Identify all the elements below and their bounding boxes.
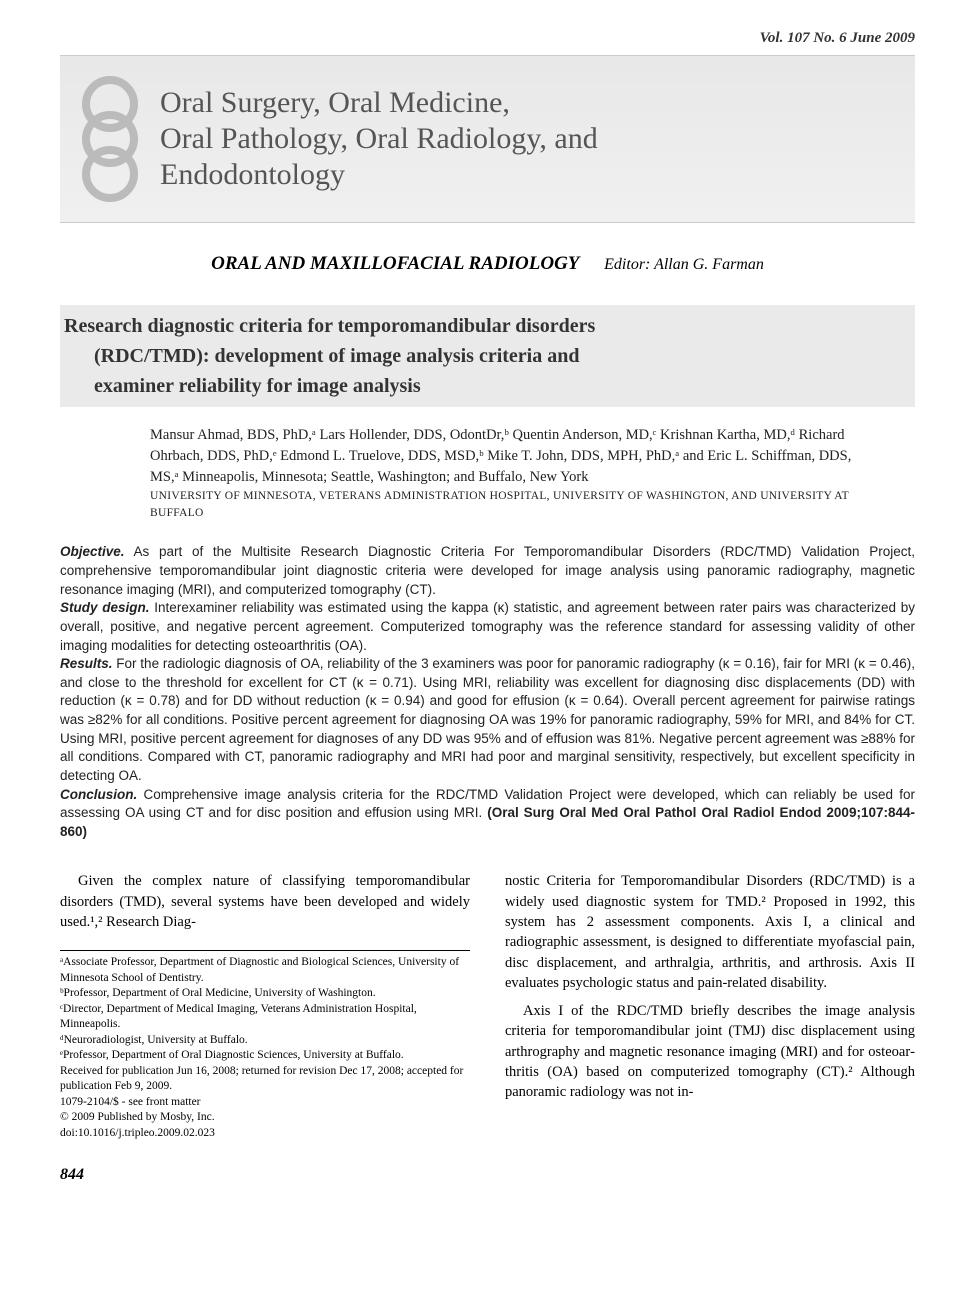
footnote-doi: doi:10.1016/j.tripleo.2009.02.023 xyxy=(60,1126,470,1142)
article-title: Research diagnostic criteria for temporo… xyxy=(60,305,915,407)
footnotes: ᵃAssociate Professor, Department of Diag… xyxy=(60,950,470,1141)
section-editor: Editor: Allan G. Farman xyxy=(604,256,764,273)
page-number: 844 xyxy=(60,1166,915,1184)
page-container: Vol. 107 No. 6 June 2009 Oral Surgery, O… xyxy=(0,0,975,1204)
journal-title-line2: Oral Pathology, Oral Radiology, and xyxy=(160,122,598,155)
footnote-issn: 1079-2104/$ - see front matter xyxy=(60,1095,470,1111)
objective-label: Objective. xyxy=(60,544,125,559)
journal-title-line1: Oral Surgery, Oral Medicine, xyxy=(160,86,510,119)
body-columns: Given the complex nature of classifying … xyxy=(60,871,915,1141)
abstract: Objective. As part of the Multisite Rese… xyxy=(60,543,915,841)
title-line1: Research diagnostic criteria for temporo… xyxy=(64,315,595,337)
left-column: Given the complex nature of classifying … xyxy=(60,871,470,1141)
conclusion-label: Conclusion. xyxy=(60,787,137,802)
results-text: For the radiologic diagnosis of OA, reli… xyxy=(60,656,915,783)
section-name: ORAL AND MAXILLOFACIAL RADIOLOGY xyxy=(211,253,579,274)
design-text: Interexaminer reliability was estimated … xyxy=(60,600,915,652)
affiliations-caps: UNIVERSITY OF MINNESOTA, VETERANS ADMINI… xyxy=(150,488,875,521)
body-right-p2: Axis I of the RDC/TMD briefly describes … xyxy=(505,1001,915,1102)
rings-logo xyxy=(70,74,160,204)
footnote-received: Received for publication Jun 16, 2008; r… xyxy=(60,1064,470,1095)
footnote-copyright: © 2009 Published by Mosby, Inc. xyxy=(60,1110,470,1126)
body-right-p1: nostic Criteria for Temporomandibular Di… xyxy=(505,871,915,993)
title-line2: (RDC/TMD): development of image analysis… xyxy=(64,341,905,371)
issue-line: Vol. 107 No. 6 June 2009 xyxy=(60,30,915,47)
footnote-d: ᵈNeuroradiologist, University at Buffalo… xyxy=(60,1033,470,1049)
footnote-e: ᵉProfessor, Department of Oral Diagnosti… xyxy=(60,1048,470,1064)
journal-title: Oral Surgery, Oral Medicine, Oral Pathol… xyxy=(160,85,598,193)
footnote-a: ᵃAssociate Professor, Department of Diag… xyxy=(60,955,470,986)
title-line3: examiner reliability for image analysis xyxy=(64,371,905,401)
authors-block: Mansur Ahmad, BDS, PhD,ᵃ Lars Hollender,… xyxy=(150,425,875,521)
objective-text: As part of the Multisite Research Diagno… xyxy=(60,544,915,596)
right-column: nostic Criteria for Temporomandibular Di… xyxy=(505,871,915,1141)
journal-banner: Oral Surgery, Oral Medicine, Oral Pathol… xyxy=(60,55,915,223)
design-label: Study design. xyxy=(60,600,150,615)
section-header: ORAL AND MAXILLOFACIAL RADIOLOGY Editor:… xyxy=(60,253,915,275)
body-left-p1: Given the complex nature of classifying … xyxy=(60,871,470,932)
footnote-b: ᵇProfessor, Department of Oral Medicine,… xyxy=(60,986,470,1002)
results-label: Results. xyxy=(60,656,113,671)
journal-title-line3: Endodontology xyxy=(160,158,345,191)
authors-list: Mansur Ahmad, BDS, PhD,ᵃ Lars Hollender,… xyxy=(150,425,875,488)
footnote-c: ᶜDirector, Department of Medical Imaging… xyxy=(60,1002,470,1033)
